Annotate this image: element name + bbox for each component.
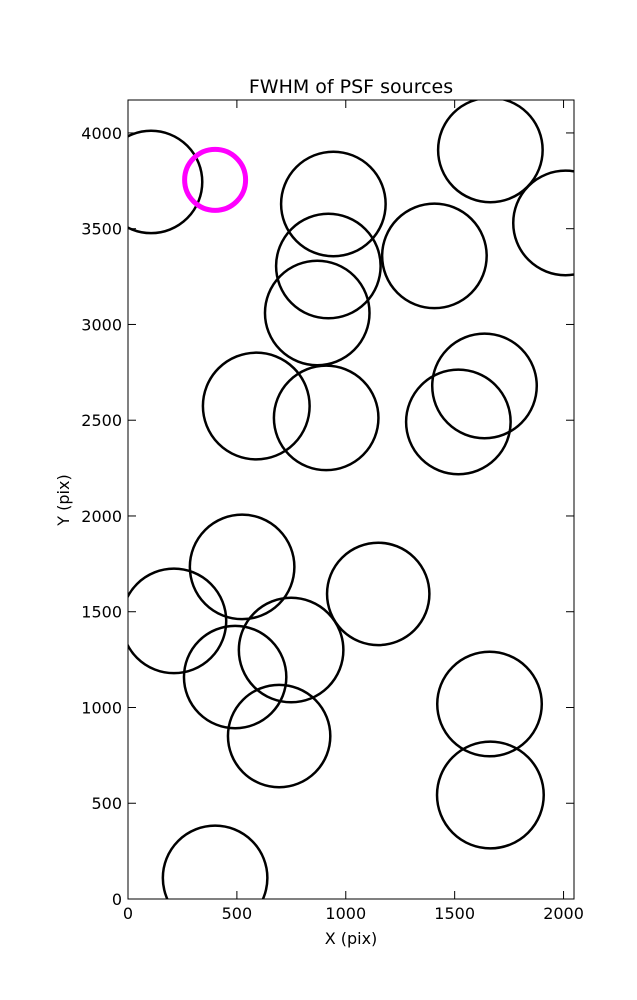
y-tick-label: 1000 bbox=[81, 698, 122, 717]
source-circle bbox=[512, 169, 574, 277]
source-circle bbox=[435, 650, 544, 758]
x-tick-label: 500 bbox=[222, 904, 253, 923]
source-circle bbox=[226, 683, 332, 789]
source-circle bbox=[274, 212, 382, 320]
source-circle bbox=[272, 364, 380, 472]
source-circle bbox=[325, 541, 431, 647]
y-tick-label: 3000 bbox=[81, 315, 122, 334]
source-circle bbox=[380, 202, 488, 310]
source-circle bbox=[404, 368, 512, 476]
plot-frame bbox=[127, 99, 575, 900]
source-circle bbox=[430, 332, 539, 440]
source-circle bbox=[161, 824, 269, 899]
source-circle bbox=[279, 150, 387, 258]
source-circle bbox=[128, 129, 204, 235]
plot-area bbox=[128, 100, 574, 899]
source-circle bbox=[201, 351, 311, 461]
y-tick-label: 0 bbox=[112, 890, 122, 909]
y-tick-label: 2500 bbox=[81, 411, 122, 430]
x-axis-label: X (pix) bbox=[325, 929, 378, 948]
y-tick-label: 3500 bbox=[81, 220, 122, 239]
y-axis-label: Y (pix) bbox=[54, 474, 73, 526]
source-circle bbox=[182, 146, 249, 213]
source-circle bbox=[188, 513, 296, 621]
y-tick-label: 500 bbox=[91, 794, 122, 813]
y-tick-label: 1500 bbox=[81, 603, 122, 622]
x-tick-label: 0 bbox=[123, 904, 133, 923]
source-circle bbox=[237, 596, 345, 704]
y-tick-label: 2000 bbox=[81, 507, 122, 526]
source-circle bbox=[128, 567, 228, 675]
source-circle bbox=[436, 100, 544, 204]
chart-title: FWHM of PSF sources bbox=[249, 76, 453, 98]
y-tick-label: 4000 bbox=[81, 124, 122, 143]
x-tick-label: 2000 bbox=[543, 904, 584, 923]
x-tick-label: 1000 bbox=[325, 904, 366, 923]
x-tick-label: 1500 bbox=[434, 904, 475, 923]
source-circle bbox=[182, 624, 288, 730]
source-circle bbox=[435, 740, 545, 850]
